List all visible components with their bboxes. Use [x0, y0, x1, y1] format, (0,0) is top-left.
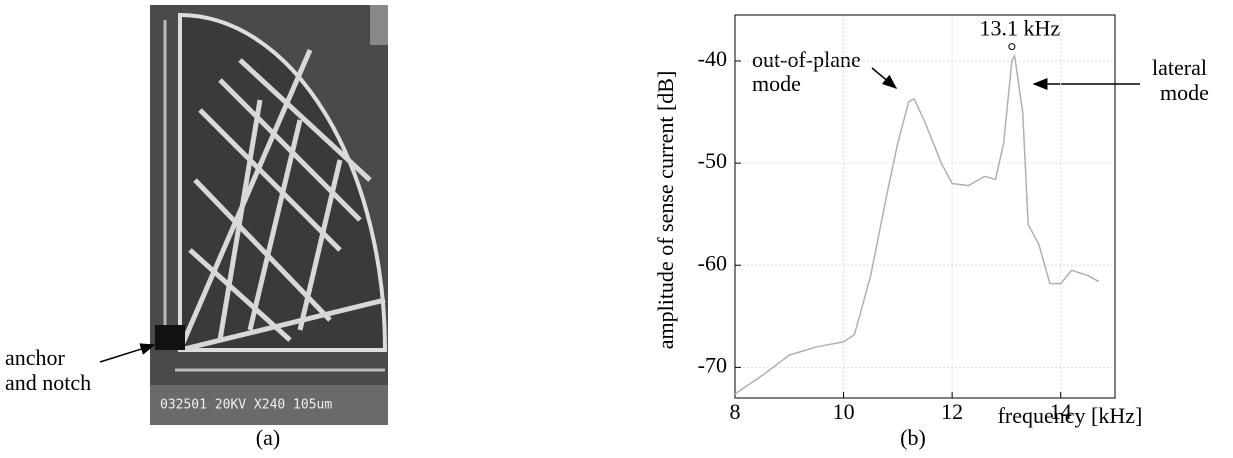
y-axis-label: amplitude of sense current [dB]: [653, 71, 678, 350]
annotation: anchor: [5, 345, 66, 370]
annotation: and notch: [5, 370, 91, 395]
plot-frame: [734, 14, 1116, 399]
x-axis-label: frequency [kHz]: [998, 403, 1143, 428]
annotation: out-of-plane: [752, 47, 861, 72]
y-tick-label: -60: [698, 250, 727, 275]
arrow: [871, 67, 898, 89]
x-tick-label: 14: [1050, 399, 1072, 424]
data-line: [734, 53, 1100, 395]
sem-image: 032501 20KV X240 105um: [150, 5, 388, 425]
y-tick-label: -40: [698, 46, 727, 71]
x-tick-label: 8: [730, 399, 741, 424]
y-tick-label: -50: [698, 148, 727, 173]
x-tick-label: 12: [941, 399, 963, 424]
arrow: [99, 343, 156, 363]
annotation: mode: [1160, 80, 1209, 105]
peak-marker: [1008, 43, 1016, 51]
image-text: 032501 20KV X240 105um: [160, 398, 332, 413]
peak-label: 13.1 kHz: [980, 16, 1061, 41]
y-tick-label: -70: [698, 352, 727, 377]
annotation: lateral: [1152, 55, 1207, 80]
x-tick-label: 10: [833, 399, 855, 424]
caption: (b): [900, 425, 926, 450]
caption: (a): [256, 425, 280, 450]
annotation: mode: [752, 71, 801, 96]
